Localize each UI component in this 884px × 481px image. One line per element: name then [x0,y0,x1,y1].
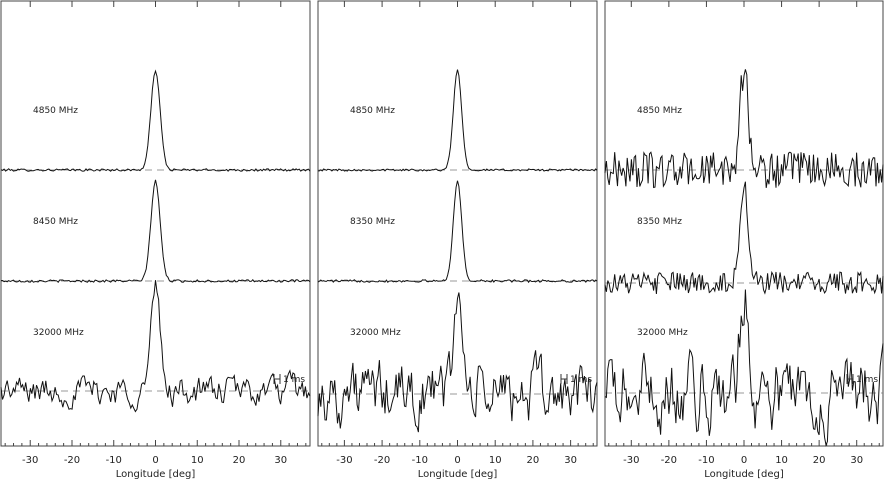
x-tick-label: 20 [233,455,246,466]
x-tick-label: -10 [106,455,122,466]
resolution-marker: 1 ms [846,374,878,385]
panel-2: -30 -20 -10 0 10 20 30 Longitude [deg] 4850 MHz 8… [317,0,598,480]
series-label: 32000 MHz [350,328,401,338]
profile-line [317,292,598,433]
x-tick-label: 0 [152,455,158,466]
profile-line [318,69,598,172]
x-tick-label: 20 [813,455,826,466]
x-tick-label: -10 [698,455,714,466]
x-tick-label: -30 [623,455,639,466]
profile-line [0,280,311,413]
series-label: 32000 MHz [637,328,688,338]
x-tick-label: 30 [850,455,863,466]
x-tick-label: 20 [527,455,540,466]
resolution-label: 1 ms [283,375,305,385]
x-tick-label: 10 [191,455,204,466]
x-tick-label: -20 [64,455,80,466]
x-tick-label: 0 [741,455,747,466]
profile-line [604,69,884,189]
series-label: 4850 MHz [33,106,78,116]
resolution-marker: 1 ms [273,374,305,385]
profile-line [0,179,311,283]
x-tick-label: 30 [564,455,577,466]
x-tick-label: 0 [454,455,460,466]
x-tick-label: -20 [374,455,390,466]
series-label: 32000 MHz [33,328,84,338]
x-tick-label: 10 [489,455,502,466]
resolution-marker: 1 ms [560,374,592,385]
profile-line [604,289,884,447]
x-tick-label: 30 [274,455,287,466]
x-tick-label: -30 [22,455,38,466]
x-tick-label: -30 [336,455,352,466]
x-axis-label: Longitude [deg] [116,469,196,480]
profile-line [604,181,884,295]
profile-line [317,180,598,284]
panel-1: -30 -20 -10 0 10 20 30 Longitude [deg] 4850 MHz 8… [0,0,311,480]
series-label: 4850 MHz [637,106,682,116]
x-axis-label: Longitude [deg] [704,469,784,480]
x-tick-label: 10 [775,455,788,466]
resolution-label: 1 ms [856,375,878,385]
series-label: 8350 MHz [350,217,395,227]
x-tick-label: -20 [661,455,677,466]
profile-line [0,69,311,172]
series-label: 8350 MHz [637,217,682,227]
x-axis-label: Longitude [deg] [418,469,498,480]
panel-3: -30 -20 -10 0 10 20 30 Longitude [deg] 4850 MHz 8… [604,0,884,480]
series-label: 8450 MHz [33,217,78,227]
resolution-label: 1 ms [570,375,592,385]
series-label: 4850 MHz [350,106,395,116]
x-tick-label: -10 [412,455,428,466]
